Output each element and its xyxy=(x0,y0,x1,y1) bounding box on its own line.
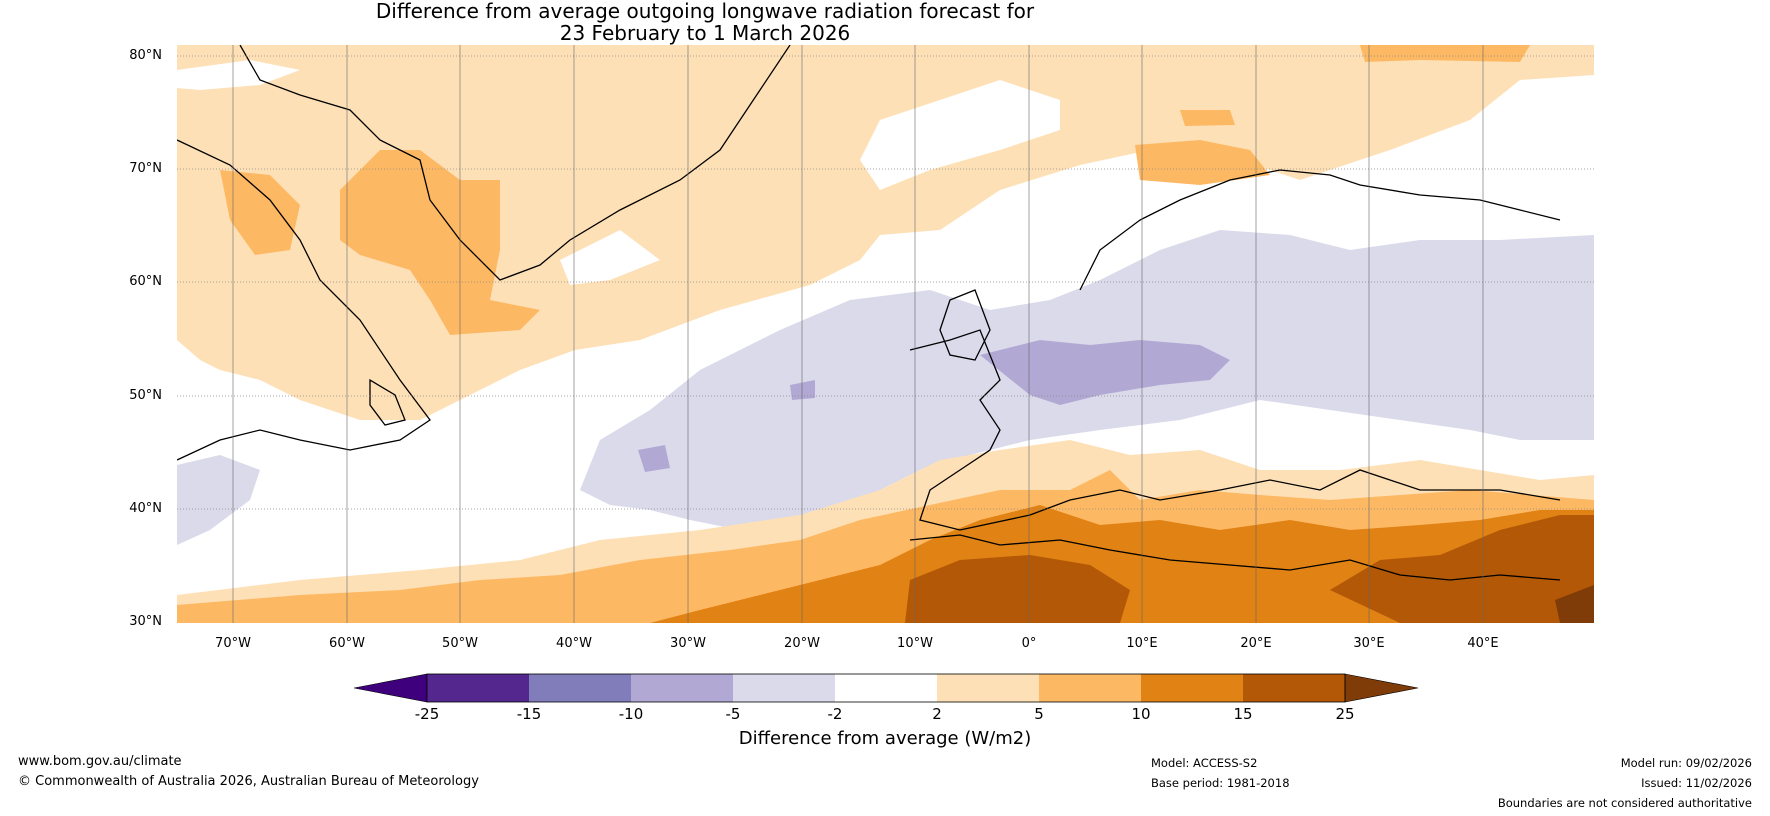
north-africa-coast xyxy=(909,534,1561,581)
colorbar-bin-neg5-neg2 xyxy=(733,674,835,702)
colorbar-bin-neg2-2 xyxy=(835,674,937,702)
colorbar-tick: 15 xyxy=(1233,705,1253,723)
anomaly-5-10-baffin xyxy=(220,170,300,255)
lon-label-20e: 20°E xyxy=(1240,636,1272,651)
lon-label-30e: 30°E xyxy=(1353,636,1385,651)
anomaly-5-10-barents xyxy=(1135,140,1270,185)
anomaly-5-10-small xyxy=(1180,110,1235,126)
copyright-text: © Commonwealth of Australia 2026, Austra… xyxy=(18,774,479,789)
lon-label-10w: 10°W xyxy=(897,636,933,651)
anomaly-neg5-neg10-small xyxy=(790,380,815,400)
lon-label-20w: 20°W xyxy=(784,636,820,651)
lon-label-10e: 10°E xyxy=(1126,636,1158,651)
anomaly-15-25-sahara xyxy=(905,555,1130,623)
colorbar-bin-10-15 xyxy=(1141,674,1243,702)
newfoundland-coast xyxy=(369,378,406,426)
coastlines xyxy=(177,45,1561,581)
colorbar-tick: 10 xyxy=(1131,705,1151,723)
colorbar-label: Difference from average (W/m2) xyxy=(738,728,1032,749)
lon-label-0: 0° xyxy=(1021,636,1037,651)
western-europe-coast xyxy=(909,329,1561,531)
lon-label-30w: 30°W xyxy=(670,636,706,651)
colorbar-tick: 2 xyxy=(932,705,942,723)
colorbar-tick: -10 xyxy=(618,705,644,723)
anomaly-above-25 xyxy=(1555,585,1594,623)
colorbar-bin-neg25-neg15 xyxy=(427,674,529,702)
uk-coast xyxy=(939,289,991,361)
colorbar-outline xyxy=(426,673,1346,703)
colorbar-tick: 25 xyxy=(1335,705,1355,723)
anomaly-neg5-neg10-atlantic xyxy=(638,445,670,472)
lon-label-50w: 50°W xyxy=(442,636,478,651)
website-link[interactable]: www.bom.gov.au/climate xyxy=(18,754,182,769)
model-run-text: Model run: 09/02/2026 xyxy=(1620,756,1752,770)
map-title-line1: Difference from average outgoing longwav… xyxy=(375,0,1035,23)
lon-label-40w: 40°W xyxy=(556,636,592,651)
lat-label-80n: 80°N xyxy=(129,48,162,63)
anomaly-5-10-greenland xyxy=(340,150,540,335)
colorbar-tick: -25 xyxy=(414,705,440,723)
lat-label-40n: 40°N xyxy=(129,501,162,516)
neutral-south-greenland xyxy=(560,230,660,285)
colorbar-low-arrow xyxy=(353,673,428,703)
colorbar-tick: -5 xyxy=(725,705,741,723)
canada-coast xyxy=(177,139,431,461)
model-text: Model: ACCESS-S2 xyxy=(1151,756,1258,770)
colorbar-high-arrow xyxy=(1344,673,1419,703)
lon-label-40e: 40°E xyxy=(1467,636,1499,651)
lon-label-60w: 60°W xyxy=(329,636,365,651)
map-panel xyxy=(177,45,1594,623)
colorbar-bin-5-10 xyxy=(1039,674,1141,702)
lat-label-60n: 60°N xyxy=(129,274,162,289)
gridlines xyxy=(177,55,1594,510)
disclaimer-text: Boundaries are not considered authoritat… xyxy=(1497,796,1752,810)
lat-label-30n: 30°N xyxy=(129,614,162,629)
colorbar-tick: -2 xyxy=(827,705,843,723)
colorbar-bin-neg10-neg5 xyxy=(631,674,733,702)
issued-text: Issued: 11/02/2026 xyxy=(1641,776,1752,790)
base-period-text: Base period: 1981-2018 xyxy=(1151,776,1290,790)
colorbar xyxy=(353,673,1419,703)
lat-label-50n: 50°N xyxy=(129,388,162,403)
greenland-coast xyxy=(239,45,791,281)
anomaly-5-10-svalbard xyxy=(1360,45,1530,62)
meridians xyxy=(232,45,1484,623)
colorbar-bin-2-5 xyxy=(937,674,1039,702)
neutral-north-patch xyxy=(860,80,1060,190)
colorbar-bin-neg15-neg10 xyxy=(529,674,631,702)
anomaly-2-5-north xyxy=(177,45,1594,420)
colorbar-tick: -15 xyxy=(516,705,542,723)
anomaly-neg5-neg10-europe xyxy=(980,340,1230,405)
lon-label-70w: 70°W xyxy=(215,636,251,651)
colorbar-tick: 5 xyxy=(1034,705,1044,723)
map-title-line2: 23 February to 1 March 2026 xyxy=(559,21,851,45)
anomaly-neg2-neg5-west xyxy=(177,455,260,545)
colorbar-bin-15-25 xyxy=(1243,674,1345,702)
lat-label-70n: 70°N xyxy=(129,161,162,176)
neutral-ice-edge xyxy=(177,60,300,90)
anomaly-15-25-east xyxy=(1330,515,1594,623)
scandinavia-coast xyxy=(1079,169,1561,291)
